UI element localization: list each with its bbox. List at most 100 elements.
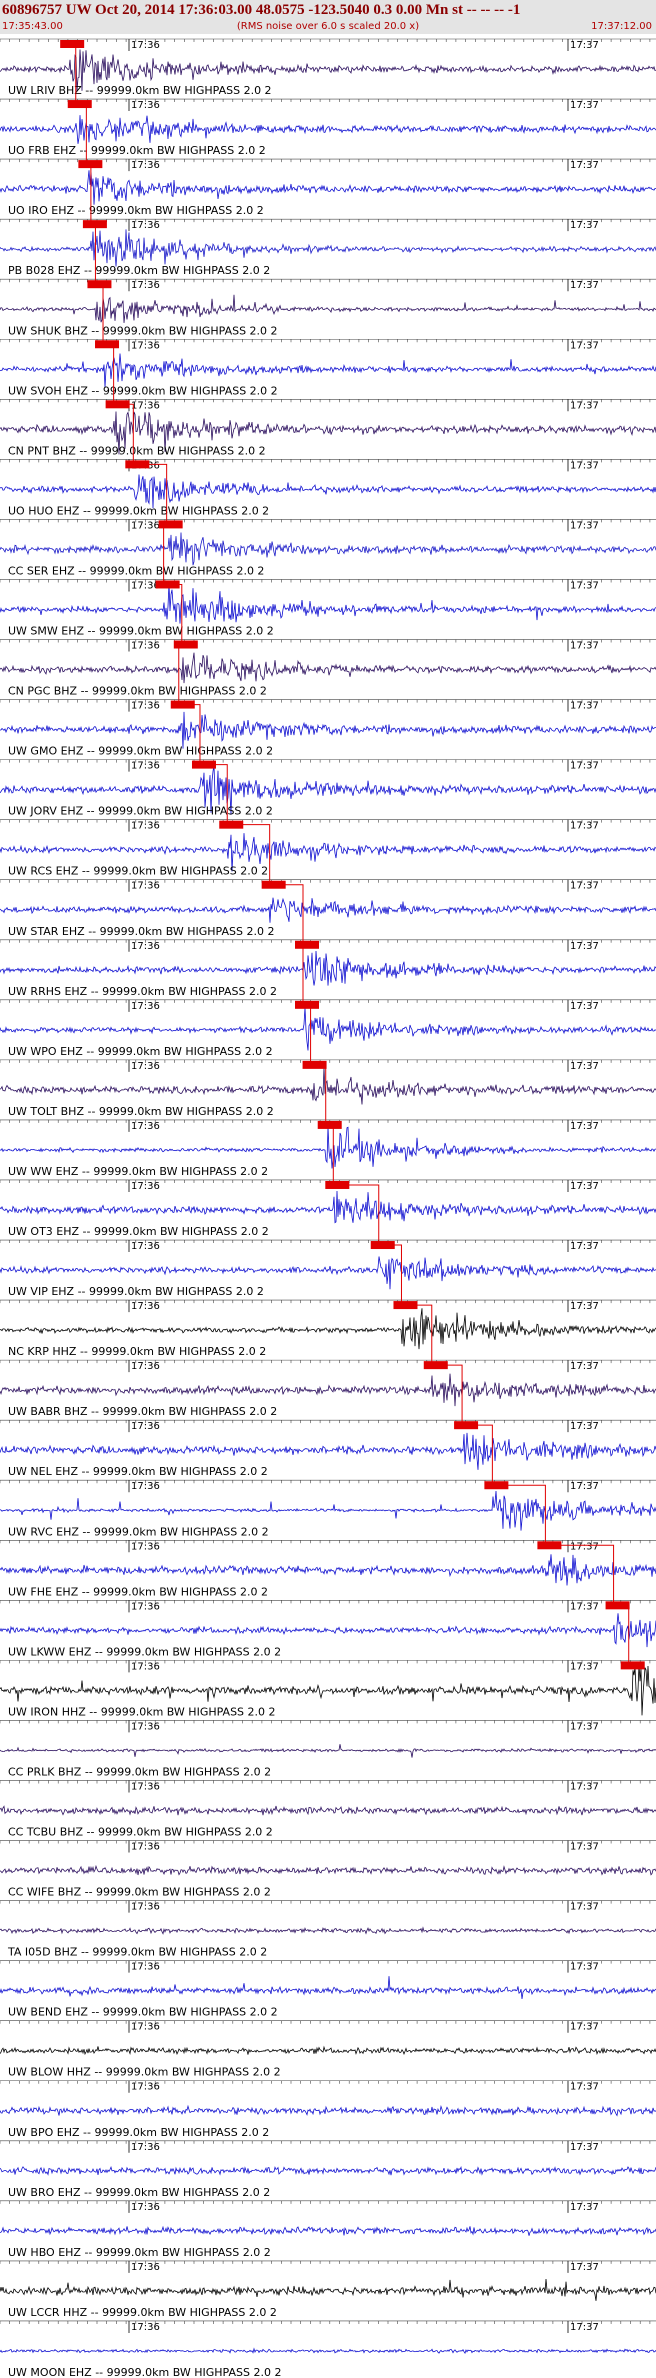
time-label: 17:36 — [131, 761, 160, 772]
station-label: UW BABR BHZ -- 99999.0km BW HIGHPASS 2.0… — [8, 1405, 277, 1418]
pick-line — [163, 523, 167, 585]
time-label: 17:37 — [570, 460, 599, 471]
station-label: UW WW EHZ -- 99999.0km BW HIGHPASS 2.0 2 — [8, 1165, 268, 1178]
time-label: 17:37 — [570, 1842, 599, 1853]
pick-line — [178, 644, 182, 705]
time-label: 17:36 — [131, 1661, 160, 1672]
time-label: 17:36 — [131, 1361, 160, 1372]
time-label: 17:36 — [131, 40, 160, 51]
waveform — [0, 1805, 656, 1816]
time-label: 17:36 — [131, 220, 160, 231]
station-label: UO FRB EHZ -- 99999.0km BW HIGHPASS 2.0 … — [8, 144, 266, 157]
pick-line — [95, 283, 104, 345]
pick-line — [401, 1304, 433, 1366]
station-label: CC PRLK BHZ -- 99999.0km BW HIGHPASS 2.0… — [8, 1765, 271, 1778]
time-label: 17:36 — [131, 641, 160, 652]
time-label: 17:37 — [570, 2022, 599, 2033]
waveform — [0, 1554, 656, 1586]
pick-line — [492, 1484, 546, 1546]
station-label: UW OT3 EHZ -- 99999.0km BW HIGHPASS 2.0 … — [8, 1225, 269, 1238]
waveform — [0, 950, 656, 986]
time-label: 17:36 — [131, 2322, 160, 2333]
time-label: 17:37 — [570, 1121, 599, 1132]
station-label: TA I05D BHZ -- 99999.0km BW HIGHPASS 2.0… — [7, 1946, 267, 1959]
waveform — [0, 1308, 656, 1350]
station-label: UW VIP EHZ -- 99999.0km BW HIGHPASS 2.0 … — [8, 1285, 264, 1298]
pick-line — [545, 1544, 615, 1606]
time-label: 17:37 — [570, 160, 599, 171]
waveform — [0, 1490, 656, 1531]
pick-line — [163, 583, 183, 645]
waveform — [0, 1864, 656, 1876]
waveform — [0, 170, 656, 205]
time-label: 17:37 — [570, 941, 599, 952]
waveform — [0, 1190, 656, 1224]
time-label: 17:36 — [131, 1241, 160, 1252]
time-label: 17:37 — [570, 1001, 599, 1012]
pick-line — [90, 223, 96, 285]
end-time: 17:37:12.00 — [591, 21, 652, 32]
time-label: 17:37 — [570, 1962, 599, 1973]
pick-line — [303, 1004, 312, 1065]
time-label: 17:36 — [131, 881, 160, 892]
pick-line — [227, 824, 271, 885]
pick-marker — [295, 940, 319, 949]
station-label: UW GMO EHZ -- 99999.0km BW HIGHPASS 2.0 … — [8, 745, 273, 758]
time-label: 17:36 — [131, 1481, 160, 1492]
station-label: UW BRO EHZ -- 99999.0km BW HIGHPASS 2.0 … — [8, 2186, 270, 2199]
pick-line — [269, 884, 304, 945]
waveform — [0, 711, 656, 749]
time-label: 17:37 — [570, 821, 599, 832]
time-label: 17:36 — [131, 1301, 160, 1312]
station-label: CC WIFE BHZ -- 99999.0km BW HIGHPASS 2.0… — [8, 1886, 271, 1899]
time-label: 17:37 — [570, 1481, 599, 1492]
waveform — [0, 1007, 656, 1051]
pick-line — [431, 1364, 463, 1426]
pick-line — [613, 1604, 630, 1666]
pick-line — [68, 43, 77, 105]
waveform — [0, 1256, 656, 1290]
time-label: 17:37 — [570, 1421, 599, 1432]
station-label: UW LRIV BHZ -- 99999.0km BW HIGHPASS 2.0… — [8, 84, 272, 97]
station-label: UO IRO EHZ -- 99999.0km BW HIGHPASS 2.0 … — [8, 204, 264, 217]
pick-line — [113, 403, 134, 465]
station-label: CN PNT BHZ -- 99999.0km BW HIGHPASS 2.0 … — [8, 444, 266, 457]
station-label: UW LKWW EHZ -- 99999.0km BW HIGHPASS 2.0… — [8, 1645, 281, 1658]
station-label: UW IRON HHZ -- 99999.0km BW HIGHPASS 2.0… — [8, 1705, 276, 1718]
header-bg — [0, 0, 656, 34]
time-label: 17:36 — [131, 1601, 160, 1612]
time-label: 17:37 — [570, 2202, 599, 2213]
station-label: CN PGC BHZ -- 99999.0km BW HIGHPASS 2.0 … — [8, 685, 267, 698]
time-label: 17:36 — [131, 2022, 160, 2033]
time-label: 17:37 — [570, 1601, 599, 1612]
pick-line — [378, 1244, 402, 1306]
pick-marker — [620, 1661, 645, 1670]
time-label: 17:36 — [131, 1121, 160, 1132]
waveform — [0, 1066, 656, 1105]
time-label: 17:37 — [570, 2322, 599, 2333]
time-label: 17:36 — [131, 100, 160, 111]
time-label: 17:36 — [131, 941, 160, 952]
time-label: 17:36 — [131, 2202, 160, 2213]
pick-marker — [173, 640, 198, 649]
time-label: 17:37 — [570, 1061, 599, 1072]
time-label: 17:36 — [131, 1541, 160, 1552]
waveform — [0, 115, 656, 144]
time-label: 17:37 — [570, 400, 599, 411]
pick-line — [103, 343, 115, 405]
waveform — [0, 1126, 656, 1169]
station-label: UW RCS EHZ -- 99999.0km BW HIGHPASS 2.0 … — [8, 865, 268, 878]
waveform — [0, 532, 656, 566]
time-label: 17:37 — [570, 220, 599, 231]
station-label: UW SHUK BHZ -- 99999.0km BW HIGHPASS 2.0… — [8, 324, 278, 337]
station-label: UO HUO EHZ -- 99999.0km BW HIGHPASS 2.0 … — [8, 504, 269, 517]
station-label: UW JORV EHZ -- 99999.0km BW HIGHPASS 2.0… — [8, 805, 273, 818]
pick-line — [75, 103, 87, 165]
station-label: UW SVOH EHZ -- 99999.0km BW HIGHPASS 2.0… — [8, 384, 278, 397]
time-label: 17:36 — [131, 520, 160, 531]
waveform — [0, 2225, 656, 2236]
station-label: UW SMW EHZ -- 99999.0km BW HIGHPASS 2.0 … — [8, 625, 274, 638]
waveform — [0, 1664, 656, 1716]
waveform — [0, 2347, 656, 2354]
